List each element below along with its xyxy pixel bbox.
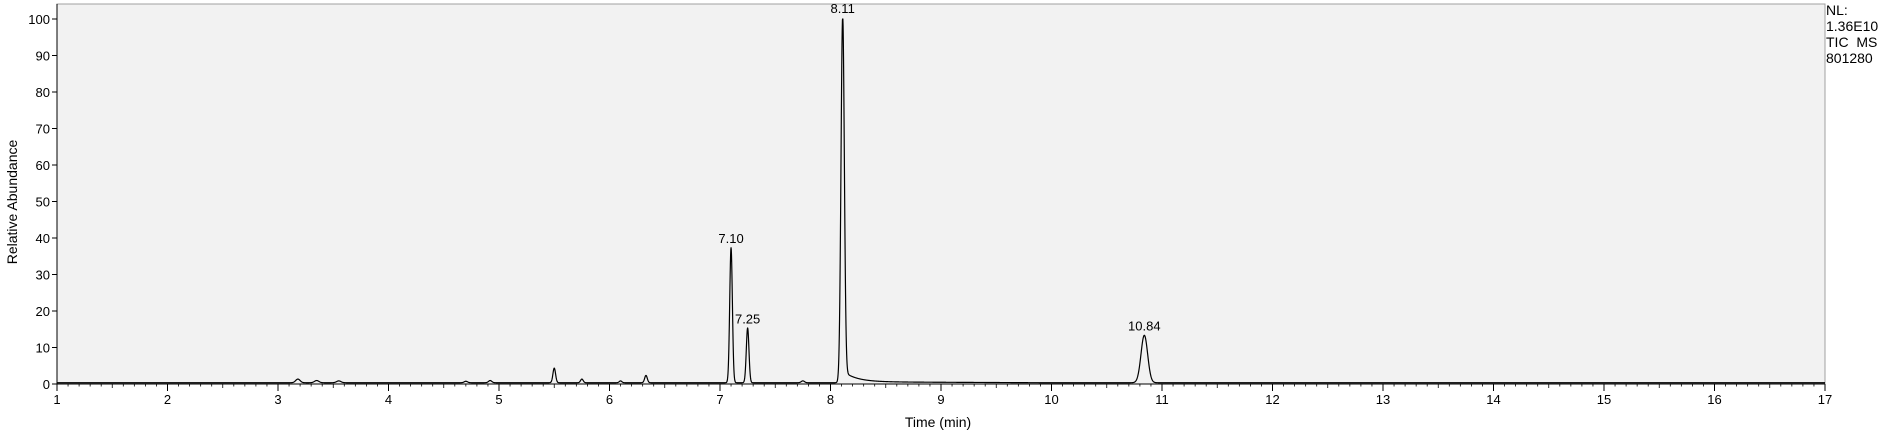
x-tick-label: 1 (53, 392, 60, 407)
peak-label: 7.25 (735, 311, 760, 326)
normalization-info: NL: 1.36E10 TIC MS 801280 (1826, 2, 1878, 66)
x-tick-label: 4 (385, 392, 392, 407)
trace-type: TIC MS (1826, 34, 1878, 50)
y-tick-label: 40 (36, 231, 50, 246)
y-tick-label: 80 (36, 85, 50, 100)
x-tick-label: 8 (827, 392, 834, 407)
peak-label: 10.84 (1128, 319, 1161, 334)
y-tick-label: 100 (28, 12, 50, 27)
y-tick-label: 70 (36, 122, 50, 137)
file-name: 801280 (1826, 50, 1873, 66)
y-tick-label: 20 (36, 304, 50, 319)
x-tick-label: 17 (1818, 392, 1832, 407)
plot-area (56, 3, 1826, 385)
x-tick-label: 10 (1044, 392, 1058, 407)
y-tick-label: 10 (36, 341, 50, 356)
x-tick-label: 14 (1486, 392, 1500, 407)
y-tick-label: 60 (36, 158, 50, 173)
x-axis-title: Time (min) (905, 414, 971, 430)
x-tick-label: 5 (495, 392, 502, 407)
y-tick-label: 0 (43, 377, 50, 392)
y-tick-label: 30 (36, 268, 50, 283)
y-tick-label: 50 (36, 195, 50, 210)
x-tick-label: 2 (164, 392, 171, 407)
x-tick-label: 16 (1707, 392, 1721, 407)
x-tick-label: 6 (606, 392, 613, 407)
x-tick-label: 12 (1265, 392, 1279, 407)
x-tick-label: 11 (1155, 392, 1169, 407)
nl-value: 1.36E10 (1826, 18, 1879, 34)
nl-label: NL: (1826, 2, 1848, 18)
tic-trace (56, 18, 1826, 384)
x-tick-label: 9 (937, 392, 944, 407)
x-tick-label: 3 (274, 392, 281, 407)
y-axis-title: Relative Abundance (4, 140, 20, 265)
x-tick-label: 13 (1376, 392, 1390, 407)
x-tick-label: 15 (1597, 392, 1611, 407)
x-tick-label: 7 (716, 392, 723, 407)
y-tick-label: 90 (36, 49, 50, 64)
peak-label: 7.10 (718, 231, 743, 246)
peak-label: 8.11 (830, 1, 854, 16)
